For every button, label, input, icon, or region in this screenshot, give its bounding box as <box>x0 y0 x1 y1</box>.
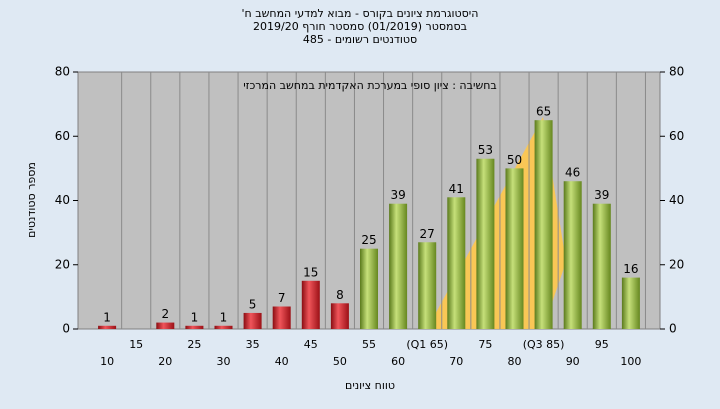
bar <box>534 120 553 329</box>
chart-subtitle: סטודנטים רשומים - 485 <box>303 33 417 46</box>
bar <box>621 277 640 329</box>
x-tick-label: 55 <box>362 338 376 351</box>
bar <box>330 303 349 329</box>
value-label: 53 <box>478 143 493 157</box>
x-tick-label: 70 <box>449 355 463 368</box>
x-tick-label: 100 <box>620 355 641 368</box>
value-label: 15 <box>303 265 318 279</box>
bar <box>563 181 582 329</box>
chart-title: היסטוגרמת ציונים בקורס - מבוא למדעי המחש… <box>242 7 479 20</box>
bar <box>98 325 117 329</box>
annotation: בחשיבה : ציון סופי במערכת האקדמית במחשב … <box>243 79 497 92</box>
x-tick-label: 15 <box>129 338 143 351</box>
value-label: 27 <box>420 227 435 241</box>
y-tick-label: 40 <box>55 193 70 207</box>
x-tick-label: 45 <box>304 338 318 351</box>
bar <box>389 203 408 329</box>
x-tick-label: 95 <box>595 338 609 351</box>
value-label: 7 <box>278 291 286 305</box>
y2-tick-label: 60 <box>669 129 684 143</box>
bar <box>447 197 466 329</box>
bar <box>243 312 262 329</box>
y2-tick-label: 20 <box>669 257 684 271</box>
value-label: 1 <box>220 310 228 324</box>
bar <box>185 325 204 329</box>
x-tick-label: 10 <box>100 355 114 368</box>
chart-subtitle: בסמסטר (01/2019) סמסטר חורף 2019/20 <box>253 20 467 33</box>
bar <box>418 242 437 329</box>
x-tick-label: 25 <box>187 338 201 351</box>
x-tick-label: 40 <box>275 355 289 368</box>
x-tick-label: (Q3 85) <box>523 338 565 351</box>
value-label: 46 <box>565 166 580 180</box>
value-label: 16 <box>623 262 638 276</box>
x-tick-label: 90 <box>566 355 580 368</box>
x-tick-label: 80 <box>508 355 522 368</box>
value-label: 1 <box>191 310 199 324</box>
y2-tick-label: 0 <box>669 322 677 336</box>
x-tick-label: 30 <box>217 355 231 368</box>
value-label: 2 <box>161 307 169 321</box>
x-tick-label: 20 <box>158 355 172 368</box>
bar <box>156 322 175 329</box>
value-label: 39 <box>390 188 405 202</box>
bar <box>592 203 611 329</box>
x-tick-label: 60 <box>391 355 405 368</box>
value-label: 41 <box>449 182 464 196</box>
x-tick-label: 75 <box>478 338 492 351</box>
value-label: 39 <box>594 188 609 202</box>
y-tick-label: 0 <box>62 322 70 336</box>
bar <box>272 306 291 329</box>
x-tick-label: (Q1 65) <box>406 338 448 351</box>
value-label: 25 <box>361 233 376 247</box>
value-label: 1 <box>103 310 111 324</box>
y2-tick-label: 80 <box>669 65 684 79</box>
y-axis-label: מספר סטודנטים <box>25 162 38 238</box>
value-label: 8 <box>336 288 344 302</box>
bar <box>360 248 378 329</box>
y-tick-label: 20 <box>55 257 70 271</box>
value-label: 65 <box>536 105 551 119</box>
bar <box>476 158 495 329</box>
bar <box>301 280 320 329</box>
x-axis-label: טווח ציונים <box>345 379 395 392</box>
bar <box>505 168 524 329</box>
value-label: 5 <box>249 297 257 311</box>
y-tick-label: 60 <box>55 129 70 143</box>
value-label: 50 <box>507 153 522 167</box>
x-tick-label: 35 <box>246 338 260 351</box>
y2-tick-label: 40 <box>669 193 684 207</box>
x-tick-label: 50 <box>333 355 347 368</box>
bar <box>214 325 233 329</box>
y-tick-label: 80 <box>55 65 70 79</box>
